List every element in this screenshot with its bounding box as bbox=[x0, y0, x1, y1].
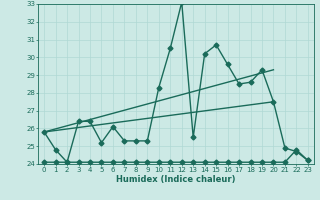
X-axis label: Humidex (Indice chaleur): Humidex (Indice chaleur) bbox=[116, 175, 236, 184]
